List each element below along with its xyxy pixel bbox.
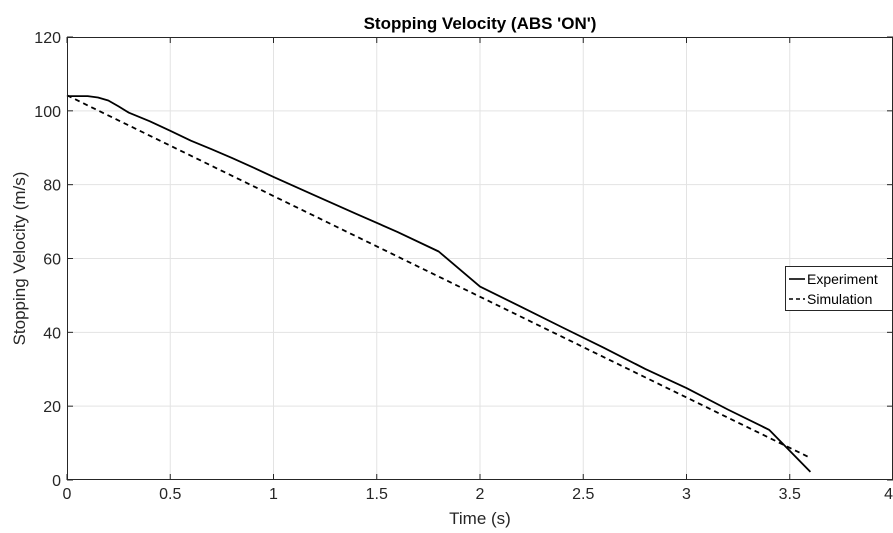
legend-label: Simulation	[807, 291, 872, 307]
series-line-experiment	[67, 95, 812, 473]
x-tick-label: 0	[63, 486, 72, 503]
series-line-simulation	[66, 94, 811, 459]
y-tick-label: 60	[43, 252, 61, 269]
y-tick-label: 100	[34, 104, 61, 121]
grid-lines	[67, 37, 893, 480]
y-tick-label: 0	[52, 473, 61, 490]
legend-box	[785, 266, 893, 311]
x-tick-label: 2	[476, 486, 485, 503]
x-tick-label: 3	[682, 486, 691, 503]
x-tick-label: 3.5	[779, 486, 801, 503]
y-axis: 0 20 40 60 80 100 120	[34, 30, 893, 490]
x-tick-label: 1.5	[366, 486, 388, 503]
y-tick-label: 120	[34, 30, 61, 47]
x-tick-label: 2.5	[572, 486, 594, 503]
x-axis: 0 0.5 1 1.5 2 2.5 3 3.5 4	[63, 37, 893, 503]
x-axis-label: Time (s)	[449, 509, 511, 528]
x-tick-label: 4	[884, 486, 893, 503]
legend: Experiment Simulation	[785, 266, 893, 311]
y-tick-label: 40	[43, 325, 61, 342]
x-tick-label: 0.5	[159, 486, 181, 503]
legend-label: Experiment	[807, 271, 878, 287]
y-tick-label: 80	[43, 178, 61, 195]
y-axis-label: Stopping Velocity (m/s)	[10, 172, 29, 346]
y-tick-label: 20	[43, 399, 61, 416]
chart-title: Stopping Velocity (ABS 'ON')	[364, 14, 597, 33]
series-layer	[66, 94, 812, 473]
x-tick-label: 1	[269, 486, 278, 503]
